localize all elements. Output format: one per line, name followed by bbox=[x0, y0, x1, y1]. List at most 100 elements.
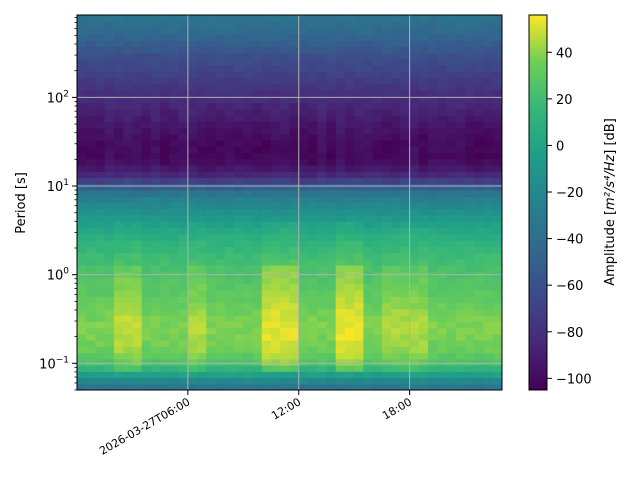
heatmap-cell bbox=[169, 177, 180, 185]
heatmap-cell bbox=[95, 127, 106, 135]
heatmap-cell bbox=[474, 65, 485, 72]
heatmap-cell bbox=[354, 233, 365, 241]
heatmap-cell bbox=[271, 352, 281, 360]
heatmap-cell bbox=[317, 177, 328, 185]
heatmap-cell bbox=[326, 383, 337, 390]
heatmap-cell bbox=[492, 215, 502, 222]
heatmap-cell bbox=[197, 83, 207, 91]
heatmap-cell bbox=[465, 183, 475, 191]
heatmap-cell bbox=[409, 21, 420, 29]
heatmap-cell bbox=[104, 258, 115, 266]
heatmap-cell bbox=[160, 158, 170, 166]
heatmap-cell bbox=[317, 90, 328, 97]
heatmap-cell bbox=[483, 40, 494, 47]
heatmap-cell bbox=[437, 83, 448, 91]
heatmap-cell bbox=[141, 190, 152, 197]
heatmap-cell bbox=[141, 27, 152, 35]
heatmap-cell bbox=[400, 52, 411, 60]
heatmap-cell bbox=[271, 121, 281, 129]
heatmap-cell bbox=[437, 302, 448, 310]
heatmap-cell bbox=[363, 277, 374, 285]
heatmap-cell bbox=[474, 346, 485, 354]
heatmap-cell bbox=[428, 246, 438, 254]
heatmap-cell bbox=[104, 190, 115, 197]
heatmap-cell bbox=[289, 327, 300, 335]
heatmap-cell bbox=[400, 290, 411, 297]
heatmap-cell bbox=[437, 165, 448, 172]
heatmap-cell bbox=[95, 133, 106, 141]
heatmap-cell bbox=[150, 215, 161, 222]
heatmap-cell bbox=[234, 133, 244, 141]
heatmap-cell bbox=[446, 46, 457, 54]
heatmap-cell bbox=[474, 333, 485, 341]
heatmap-cell bbox=[372, 227, 383, 235]
heatmap-cell bbox=[104, 127, 115, 135]
heatmap-cell bbox=[104, 15, 115, 22]
heatmap-cell bbox=[197, 121, 207, 129]
heatmap-cell bbox=[280, 358, 291, 366]
heatmap-cell bbox=[280, 346, 291, 354]
heatmap-cell bbox=[123, 358, 134, 366]
heatmap-cell bbox=[400, 240, 411, 247]
heatmap-cell bbox=[104, 140, 115, 147]
heatmap-cell bbox=[298, 96, 309, 104]
heatmap-cell bbox=[150, 52, 161, 60]
heatmap-cell bbox=[215, 40, 226, 47]
heatmap-cell bbox=[243, 265, 254, 272]
heatmap-cell bbox=[169, 302, 180, 310]
heatmap-cell bbox=[344, 127, 355, 135]
heatmap-cell bbox=[335, 165, 346, 172]
heatmap-cell bbox=[335, 65, 346, 72]
heatmap-cell bbox=[289, 133, 300, 141]
heatmap-cell bbox=[280, 296, 291, 304]
heatmap-cell bbox=[409, 265, 420, 272]
heatmap-cell bbox=[197, 246, 207, 254]
heatmap-cell bbox=[483, 21, 494, 29]
heatmap-cell bbox=[243, 46, 254, 54]
heatmap-cell bbox=[317, 221, 328, 229]
heatmap-cell bbox=[428, 177, 438, 185]
heatmap-cell bbox=[178, 140, 189, 147]
heatmap-cell bbox=[113, 240, 124, 247]
heatmap-cell bbox=[437, 133, 448, 141]
heatmap-cell bbox=[160, 227, 170, 235]
heatmap-cell bbox=[234, 302, 244, 310]
heatmap-cell bbox=[446, 258, 457, 266]
heatmap-cell bbox=[206, 52, 217, 60]
heatmap-cell bbox=[150, 102, 161, 110]
heatmap-cell bbox=[215, 246, 226, 254]
heatmap-cell bbox=[113, 65, 124, 72]
heatmap-cell bbox=[280, 340, 291, 347]
heatmap-cell bbox=[381, 215, 392, 222]
heatmap-cell bbox=[169, 146, 180, 154]
heatmap-cell bbox=[123, 252, 134, 260]
heatmap-cell bbox=[169, 133, 180, 141]
heatmap-cell bbox=[95, 140, 106, 147]
heatmap-cell bbox=[141, 127, 152, 135]
heatmap-cell bbox=[104, 27, 115, 35]
heatmap-cell bbox=[289, 108, 300, 116]
heatmap-cell bbox=[224, 121, 235, 129]
heatmap-cell bbox=[428, 40, 438, 47]
heatmap-cell bbox=[252, 190, 263, 197]
heatmap-cell bbox=[261, 165, 272, 172]
heatmap-cell bbox=[372, 371, 383, 379]
heatmap-cell bbox=[381, 177, 392, 185]
heatmap-cell bbox=[307, 252, 318, 260]
heatmap-cell bbox=[271, 321, 281, 329]
heatmap-cell bbox=[86, 196, 97, 204]
heatmap-cell bbox=[363, 102, 374, 110]
heatmap-cell bbox=[86, 108, 97, 116]
heatmap-cell bbox=[344, 158, 355, 166]
heatmap-cell bbox=[391, 40, 401, 47]
heatmap-cell bbox=[271, 377, 281, 385]
heatmap-cell bbox=[252, 52, 263, 60]
heatmap-cell bbox=[113, 265, 124, 272]
heatmap-cell bbox=[400, 333, 411, 341]
heatmap-cell bbox=[123, 321, 134, 329]
heatmap-cell bbox=[215, 315, 226, 322]
heatmap-cell bbox=[409, 246, 420, 254]
heatmap-cell bbox=[418, 58, 429, 66]
heatmap-cell bbox=[492, 252, 502, 260]
